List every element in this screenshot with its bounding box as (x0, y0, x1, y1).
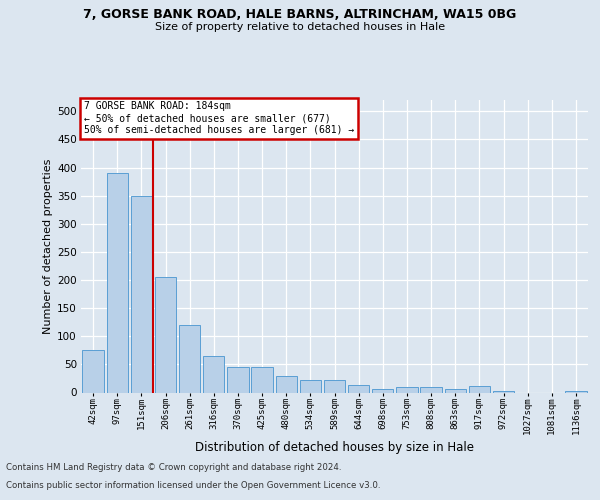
Text: Contains HM Land Registry data © Crown copyright and database right 2024.: Contains HM Land Registry data © Crown c… (6, 464, 341, 472)
Bar (469, 386, 490, 392)
Bar (131, 196, 152, 392)
Bar (324, 380, 345, 392)
Bar (251, 367, 272, 392)
Bar (372, 388, 394, 392)
X-axis label: Distribution of detached houses by size in Hale: Distribution of detached houses by size … (195, 441, 474, 454)
Bar (107, 173, 128, 392)
Bar (82, 350, 104, 393)
Bar (155, 277, 176, 392)
Bar (397, 387, 418, 392)
Text: Size of property relative to detached houses in Hale: Size of property relative to detached ho… (155, 22, 445, 32)
Bar (275, 376, 297, 392)
Bar (227, 367, 248, 392)
Bar (179, 325, 200, 392)
Text: Contains public sector information licensed under the Open Government Licence v3: Contains public sector information licen… (6, 481, 380, 490)
Bar (421, 387, 442, 392)
Bar (493, 391, 514, 392)
Y-axis label: Number of detached properties: Number of detached properties (43, 158, 53, 334)
Bar (348, 385, 369, 392)
Bar (300, 380, 321, 392)
Bar (445, 388, 466, 392)
Text: 7 GORSE BANK ROAD: 184sqm
← 50% of detached houses are smaller (677)
50% of semi: 7 GORSE BANK ROAD: 184sqm ← 50% of detac… (83, 102, 354, 134)
Bar (203, 356, 224, 393)
Text: 7, GORSE BANK ROAD, HALE BARNS, ALTRINCHAM, WA15 0BG: 7, GORSE BANK ROAD, HALE BARNS, ALTRINCH… (83, 8, 517, 22)
